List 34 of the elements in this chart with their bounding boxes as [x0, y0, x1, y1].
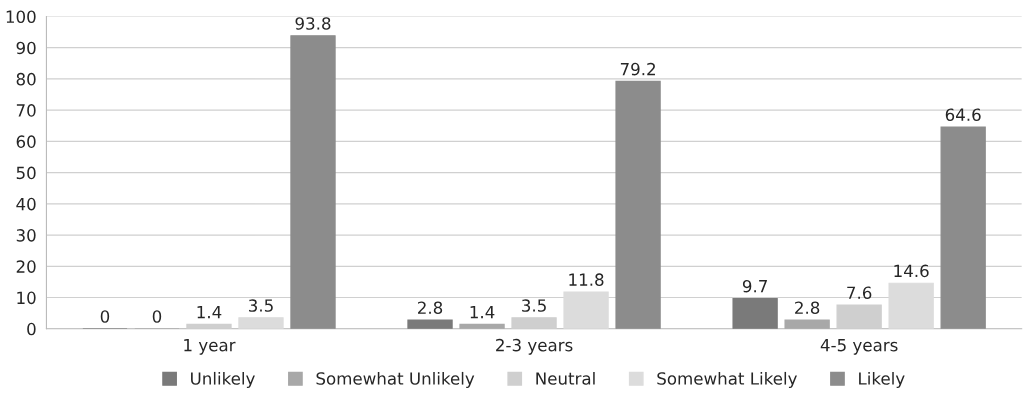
- x-tick-label: 1 year: [184, 339, 236, 355]
- data-label: 2.8: [418, 301, 443, 315]
- y-tick-label: 60: [16, 135, 36, 148]
- data-label: 1.4: [197, 306, 222, 319]
- legend-label: Likely: [859, 371, 905, 389]
- data-label: 1.4: [470, 306, 495, 319]
- legend-label: Somewhat Likely: [657, 371, 797, 389]
- data-label: 11.8: [569, 273, 604, 286]
- data-label: 9.7: [742, 279, 767, 293]
- y-tick-label: 0: [27, 322, 36, 336]
- legend-label: Unlikely: [191, 371, 255, 389]
- y-tick-label: 70: [16, 104, 36, 117]
- data-label: 0: [100, 310, 110, 323]
- legend-label: Somewhat Unlikely: [316, 371, 475, 389]
- data-label: 64.6: [945, 108, 981, 122]
- y-tick-label: 90: [16, 41, 36, 55]
- data-label: 0: [152, 310, 162, 323]
- y-tick-label: 100: [6, 10, 36, 24]
- y-tick-label: 80: [16, 72, 36, 86]
- y-tick-label: 40: [16, 197, 36, 211]
- y-tick-label: 50: [16, 166, 36, 180]
- y-tick-label: 10: [17, 291, 36, 305]
- x-tick-label: 2-3 years: [496, 338, 573, 355]
- y-tick-label: 20: [16, 260, 36, 273]
- data-label: 3.5: [249, 299, 273, 312]
- x-tick-label: 4-5 years: [820, 339, 898, 355]
- data-label: 93.8: [295, 17, 331, 30]
- data-label: 3.5: [522, 299, 546, 312]
- data-label: 7.6: [847, 286, 872, 300]
- data-label: 14.6: [894, 264, 929, 278]
- legend-label: Neutral: [536, 371, 595, 385]
- y-tick-label: 30: [16, 229, 36, 242]
- data-label: 2.8: [795, 301, 820, 315]
- data-label: 79.2: [620, 62, 655, 76]
